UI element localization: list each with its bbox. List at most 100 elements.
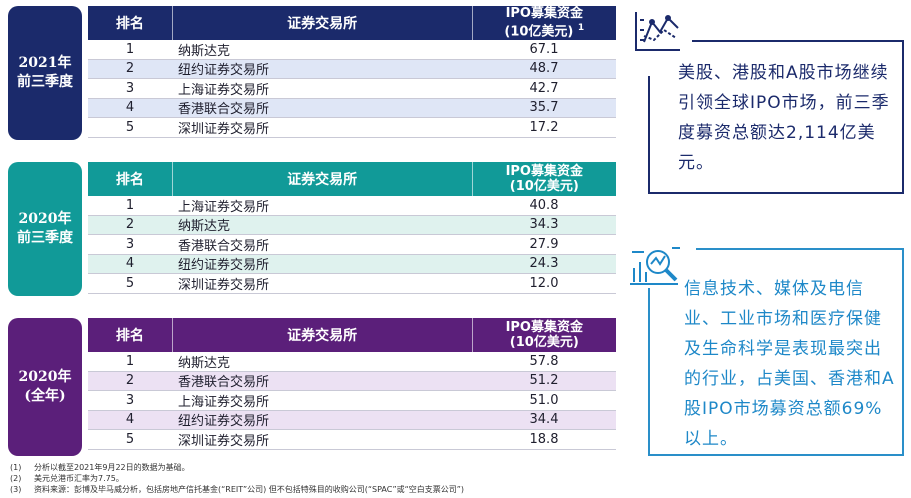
- ranking-table: 排名 证券交易所 IPO募集资金 (10亿美元) 1 1 纳斯达克 67.1 2 纽约…: [88, 6, 616, 138]
- value-cell: 35.7: [529, 100, 559, 116]
- value-cell: 51.2: [529, 373, 559, 389]
- ranking-table: 排名 证券交易所 IPO募集资金 (10亿美元) 1 纳斯达克 57.8 2 香港联合…: [88, 318, 616, 450]
- table-row: 1 上海证券交易所 40.8: [88, 196, 616, 216]
- exchange-cell: 纽约证券交易所: [178, 414, 270, 430]
- rank-cell: 2: [125, 61, 135, 77]
- exchange-cell: 深圳证券交易所: [178, 121, 270, 137]
- header-ipo-title: IPO募集资金: [505, 320, 583, 335]
- rank-cell: 3: [125, 80, 135, 96]
- header-ipo: IPO募集资金 (10亿美元): [473, 162, 616, 196]
- magnifier-chart-icon: [630, 247, 680, 285]
- callout-text: 美股、港股和A股市场继续引领全球IPO市场，前三季度募资总额达2,114亿美元。: [678, 63, 890, 173]
- callout-industry-summary: 信息技术、媒体及电信业、工业市场和医疗保健及生命科学是表现最突出的行业，占美国、…: [648, 248, 904, 456]
- header-ipo: IPO募集资金 (10亿美元): [473, 318, 616, 352]
- rank-cell: 2: [125, 217, 135, 233]
- rank-cell: 1: [125, 41, 135, 57]
- rank-cell: 5: [125, 275, 135, 291]
- callout-border: [692, 40, 902, 42]
- table-header: 排名 证券交易所 IPO募集资金 (10亿美元): [88, 162, 616, 196]
- exchange-cell: 纳斯达克: [178, 355, 231, 371]
- table-row: 5 深圳证券交易所 17.2: [88, 118, 616, 138]
- footnote-number: (1): [10, 463, 22, 472]
- value-cell: 48.7: [529, 61, 559, 77]
- table-row: 1 纳斯达克 67.1: [88, 40, 616, 60]
- value-cell: 40.8: [529, 197, 559, 213]
- table-row: 4 纽约证券交易所 34.4: [88, 410, 616, 430]
- exchange-cell: 香港联合交易所: [178, 238, 270, 254]
- table-row: 4 纽约证券交易所 24.3: [88, 254, 616, 274]
- header-ipo: IPO募集资金 (10亿美元) 1: [473, 6, 616, 40]
- value-cell: 12.0: [529, 275, 559, 291]
- table-header: 排名 证券交易所 IPO募集资金 (10亿美元): [88, 318, 616, 352]
- exchange-cell: 香港联合交易所: [178, 102, 270, 118]
- footnotes: (1) 分析以截至2021年9月22日的数据为基础。 (2) 美元兑港币汇率为7.7…: [10, 462, 464, 495]
- period-year: 2020年: [18, 211, 72, 227]
- line-chart-icon: [635, 12, 680, 51]
- header-ipo-unit: (10亿美元): [509, 335, 579, 350]
- callout-border: [648, 288, 650, 456]
- header-rank: 排名: [88, 6, 173, 40]
- header-rank: 排名: [88, 162, 173, 196]
- rank-cell: 5: [125, 119, 135, 135]
- table-row: 3 香港联合交易所 27.9: [88, 235, 616, 255]
- rank-cell: 5: [125, 431, 135, 447]
- header-ipo-unit: (10亿美元): [504, 24, 574, 40]
- rank-cell: 2: [125, 373, 135, 389]
- rank-cell: 1: [125, 197, 135, 213]
- table-row: 4 香港联合交易所 35.7: [88, 98, 616, 118]
- table-row: 2 纳斯达克 34.3: [88, 215, 616, 235]
- callout-text: 信息技术、媒体及电信业、工业市场和医疗保健及生命科学是表现最突出的行业，占美国、…: [684, 279, 895, 449]
- value-cell: 18.8: [529, 431, 559, 447]
- value-cell: 42.7: [529, 80, 559, 96]
- exchange-cell: 纽约证券交易所: [178, 63, 270, 79]
- header-ipo-unit: (10亿美元): [509, 179, 579, 194]
- table-row: 5 深圳证券交易所 12.0: [88, 274, 616, 294]
- period-label: 2021年 前三季度: [8, 6, 82, 140]
- rank-cell: 4: [125, 100, 135, 116]
- period-range: 前三季度: [17, 230, 73, 246]
- table-row: 2 香港联合交易所 51.2: [88, 371, 616, 391]
- table-row: 5 深圳证券交易所 18.8: [88, 430, 616, 450]
- header-ipo-unit-wrap: (10亿美元) 1: [504, 21, 584, 39]
- exchange-cell: 上海证券交易所: [178, 199, 270, 215]
- footnote: (3) 资料来源：彭博及毕马威分析，包括房地产信托基金(“REIT”公司) 但不包…: [10, 484, 464, 495]
- rank-cell: 3: [125, 236, 135, 252]
- value-cell: 27.9: [529, 236, 559, 252]
- table-header: 排名 证券交易所 IPO募集资金 (10亿美元) 1: [88, 6, 616, 40]
- value-cell: 67.1: [529, 41, 559, 57]
- footnote-marker: 1: [577, 23, 585, 34]
- header-exchange: 证券交易所: [173, 318, 473, 352]
- ranking-block-2020-full-year: 2020年 (全年) 排名 证券交易所 IPO募集资金 (10亿美元) 1 纳斯达克…: [8, 318, 616, 456]
- header-ipo-title: IPO募集资金: [505, 6, 583, 22]
- ranking-block-2021-q3: 2021年 前三季度 排名 证券交易所 IPO募集资金 (10亿美元) 1 1 纳斯…: [8, 6, 616, 140]
- header-rank: 排名: [88, 318, 173, 352]
- period-year: 2020年: [18, 369, 72, 385]
- period-label: 2020年前三季度: [8, 162, 82, 296]
- exchange-cell: 纳斯达克: [178, 219, 231, 235]
- footnote-text: 分析以截至2021年9月22日的数据为基础。: [34, 463, 190, 472]
- callout-border: [648, 248, 904, 456]
- callout-border: [648, 76, 650, 192]
- ranking-block-2020-q3: 2020年前三季度 排名 证券交易所 IPO募集资金 (10亿美元) 1 上海证券…: [8, 162, 616, 296]
- exchange-cell: 深圳证券交易所: [178, 277, 270, 293]
- footnote: (1) 分析以截至2021年9月22日的数据为基础。: [10, 462, 464, 473]
- table-row: 3 上海证券交易所 51.0: [88, 391, 616, 411]
- table-row: 3 上海证券交易所 42.7: [88, 79, 616, 99]
- callout-border: [696, 248, 904, 250]
- rank-cell: 3: [125, 392, 135, 408]
- header-exchange: 证券交易所: [173, 6, 473, 40]
- exchange-cell: 上海证券交易所: [178, 394, 270, 410]
- exchange-cell: 上海证券交易所: [178, 82, 270, 98]
- table-row: 1 纳斯达克 57.8: [88, 352, 616, 372]
- exchange-cell: 深圳证券交易所: [178, 433, 270, 449]
- period-range: (全年): [24, 388, 66, 404]
- footnote: (2) 美元兑港币汇率为7.75。: [10, 473, 464, 484]
- callout-market-summary: 美股、港股和A股市场继续引领全球IPO市场，前三季度募资总额达2,114亿美元。: [648, 40, 904, 194]
- value-cell: 34.3: [529, 217, 559, 233]
- ranking-table: 排名 证券交易所 IPO募集资金 (10亿美元) 1 上海证券交易所 40.8 2 纳…: [88, 162, 616, 294]
- exchange-cell: 香港联合交易所: [178, 375, 270, 391]
- footnote-text: 资料来源：彭博及毕马威分析，包括房地产信托基金(“REIT”公司) 但不包括特殊…: [34, 485, 465, 494]
- footnote-number: (3): [10, 485, 22, 494]
- value-cell: 17.2: [529, 119, 559, 135]
- footnote-number: (2): [10, 474, 22, 483]
